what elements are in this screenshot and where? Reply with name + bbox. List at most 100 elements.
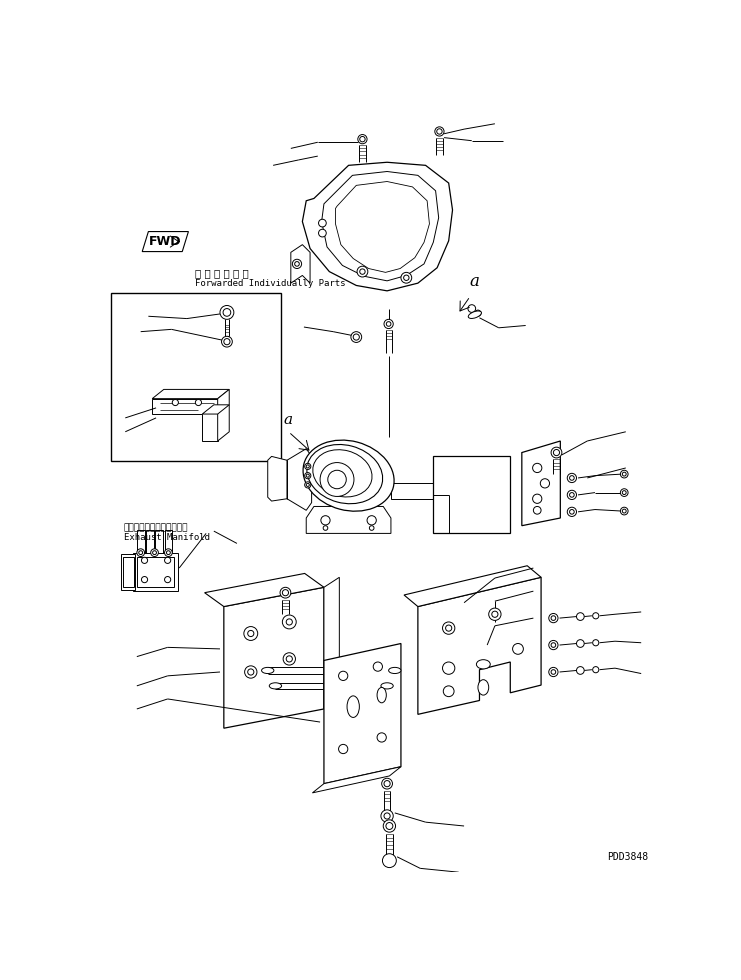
- Circle shape: [172, 400, 179, 406]
- Bar: [133, 553, 178, 591]
- Ellipse shape: [468, 311, 482, 319]
- Circle shape: [142, 558, 147, 564]
- Circle shape: [570, 475, 574, 480]
- Circle shape: [383, 820, 396, 832]
- Circle shape: [549, 613, 558, 622]
- Circle shape: [247, 630, 254, 637]
- Circle shape: [381, 809, 393, 822]
- Bar: [111, 293, 281, 461]
- Circle shape: [293, 260, 302, 269]
- Polygon shape: [302, 163, 453, 291]
- Circle shape: [359, 136, 365, 142]
- Ellipse shape: [313, 450, 372, 497]
- Circle shape: [622, 491, 626, 495]
- Text: Forwarded Individually Parts: Forwarded Individually Parts: [195, 278, 345, 288]
- Circle shape: [357, 267, 368, 277]
- Text: 単 品 発 送 部 品: 単 品 発 送 部 品: [195, 269, 248, 278]
- Circle shape: [351, 331, 362, 342]
- Circle shape: [382, 778, 393, 789]
- Circle shape: [620, 489, 628, 497]
- Polygon shape: [224, 587, 324, 728]
- Circle shape: [533, 494, 542, 504]
- Circle shape: [305, 482, 310, 488]
- Circle shape: [570, 510, 574, 514]
- Polygon shape: [142, 231, 188, 252]
- Circle shape: [306, 483, 309, 486]
- Circle shape: [533, 464, 542, 472]
- Circle shape: [492, 612, 498, 617]
- Circle shape: [576, 640, 584, 648]
- Polygon shape: [522, 441, 560, 525]
- Circle shape: [551, 669, 556, 674]
- Circle shape: [295, 262, 299, 267]
- Polygon shape: [218, 389, 229, 441]
- Circle shape: [224, 339, 230, 345]
- Ellipse shape: [476, 660, 491, 669]
- Circle shape: [549, 667, 558, 676]
- Circle shape: [622, 472, 626, 476]
- Ellipse shape: [303, 440, 394, 512]
- Circle shape: [377, 733, 386, 742]
- Circle shape: [475, 310, 481, 317]
- Circle shape: [373, 662, 382, 671]
- Polygon shape: [152, 389, 229, 399]
- Circle shape: [386, 321, 391, 326]
- Circle shape: [280, 587, 290, 598]
- Text: Exhaust Manifold: Exhaust Manifold: [124, 533, 210, 542]
- Circle shape: [319, 220, 326, 227]
- Circle shape: [150, 549, 159, 557]
- Circle shape: [468, 305, 476, 313]
- Ellipse shape: [307, 445, 382, 504]
- Polygon shape: [324, 644, 401, 784]
- Circle shape: [442, 662, 455, 674]
- Circle shape: [401, 272, 412, 283]
- Bar: [123, 557, 133, 587]
- Circle shape: [386, 822, 393, 829]
- Bar: [165, 529, 172, 557]
- Circle shape: [620, 508, 628, 514]
- Circle shape: [359, 269, 365, 274]
- Circle shape: [593, 640, 599, 646]
- Circle shape: [576, 612, 584, 620]
- Circle shape: [384, 813, 391, 819]
- Circle shape: [540, 479, 550, 488]
- Text: PDD3848: PDD3848: [608, 852, 648, 861]
- Circle shape: [445, 625, 452, 631]
- Ellipse shape: [347, 696, 359, 717]
- Polygon shape: [152, 399, 218, 441]
- Polygon shape: [433, 457, 511, 533]
- Circle shape: [568, 508, 576, 516]
- Circle shape: [305, 464, 310, 469]
- Polygon shape: [391, 483, 449, 499]
- Text: a: a: [284, 414, 293, 427]
- Circle shape: [551, 447, 562, 458]
- Circle shape: [328, 470, 346, 489]
- Text: FWD: FWD: [149, 235, 182, 248]
- Circle shape: [244, 626, 258, 641]
- Polygon shape: [306, 507, 391, 533]
- Polygon shape: [322, 172, 439, 281]
- Circle shape: [534, 507, 541, 514]
- Circle shape: [339, 671, 348, 680]
- Circle shape: [153, 551, 156, 555]
- Bar: [146, 529, 154, 557]
- Polygon shape: [202, 405, 229, 414]
- Circle shape: [245, 665, 257, 678]
- Ellipse shape: [381, 683, 393, 689]
- Circle shape: [222, 336, 233, 347]
- Circle shape: [323, 525, 328, 530]
- Circle shape: [283, 653, 296, 665]
- Circle shape: [382, 854, 396, 867]
- Circle shape: [435, 126, 444, 136]
- Circle shape: [404, 275, 409, 280]
- Circle shape: [384, 781, 391, 787]
- Circle shape: [247, 669, 254, 675]
- Circle shape: [306, 474, 309, 477]
- Circle shape: [167, 551, 170, 555]
- Text: エキゾーストマニホールド: エキゾーストマニホールド: [124, 523, 188, 532]
- Ellipse shape: [478, 680, 489, 695]
- Polygon shape: [287, 449, 312, 511]
- Polygon shape: [205, 573, 324, 607]
- Circle shape: [165, 558, 170, 564]
- Circle shape: [319, 229, 326, 237]
